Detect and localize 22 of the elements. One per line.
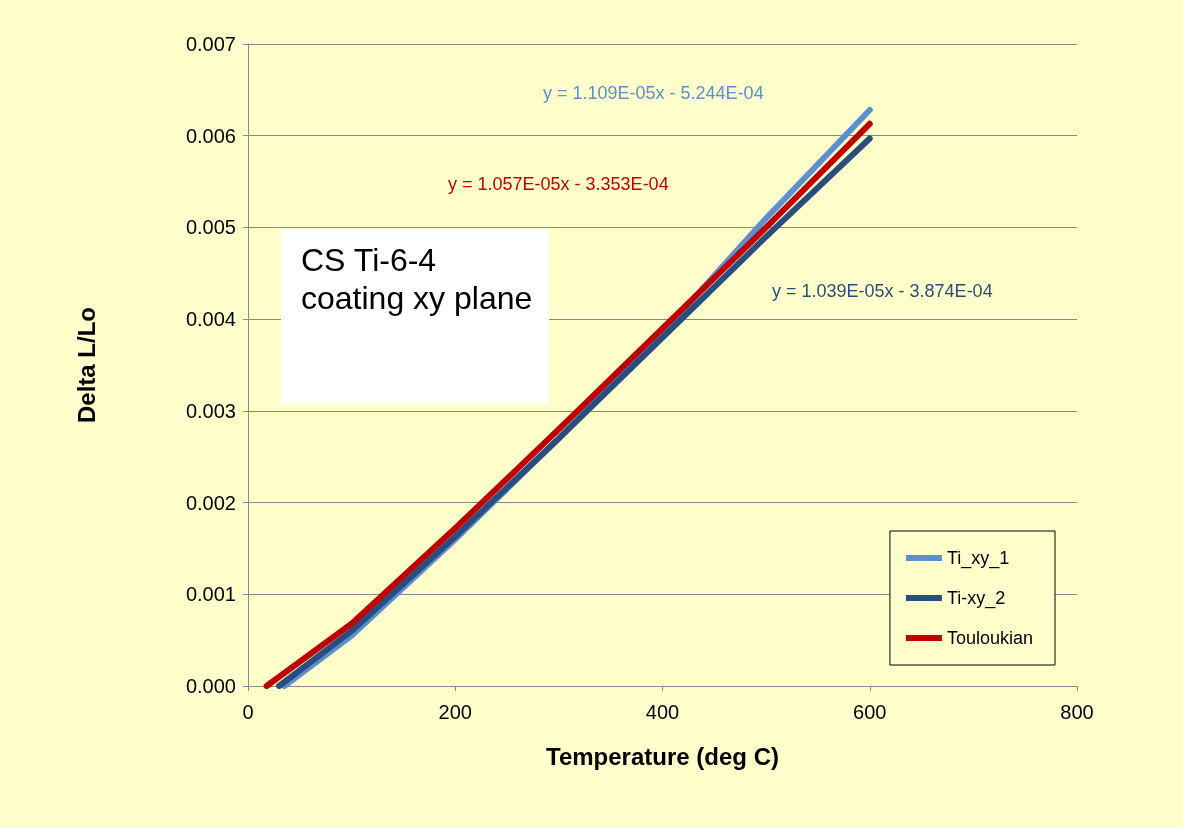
x-axis-title: Temperature (deg C): [546, 742, 779, 770]
legend-label: Ti_xy_1: [946, 548, 1010, 569]
y-tick-label: 0.003: [185, 399, 236, 422]
x-tick-label: 200: [438, 701, 472, 723]
x-tick-label: 400: [645, 701, 680, 723]
x-tick-label: 0: [242, 701, 254, 723]
y-tick-label: 0.007: [185, 33, 236, 55]
annotation: y = 1.057E-05x - 3.353E-04: [448, 174, 669, 195]
legend-label: Touloukian: [946, 628, 1033, 648]
annotation: y = 1.039E-05x - 3.874E-04: [772, 281, 993, 302]
y-tick-label: 0.004: [185, 308, 236, 331]
y-tick-label: 0.001: [185, 583, 236, 606]
y-tick-label: 0.000: [185, 675, 236, 697]
y-tick-label: 0.006: [185, 124, 236, 147]
y-axis-title: Delta L/Lo: [72, 306, 100, 424]
note-box: CS Ti-6-4 coating xy plane: [281, 229, 549, 404]
annotation: y = 1.109E-05x - 5.244E-04: [543, 83, 764, 104]
y-tick-label: 0.002: [185, 491, 236, 514]
legend-label: Ti-xy_2: [946, 588, 1006, 609]
y-tick-label: 0.005: [185, 216, 236, 239]
x-tick-label: 600: [853, 701, 887, 723]
x-tick-label: 800: [1060, 701, 1094, 723]
